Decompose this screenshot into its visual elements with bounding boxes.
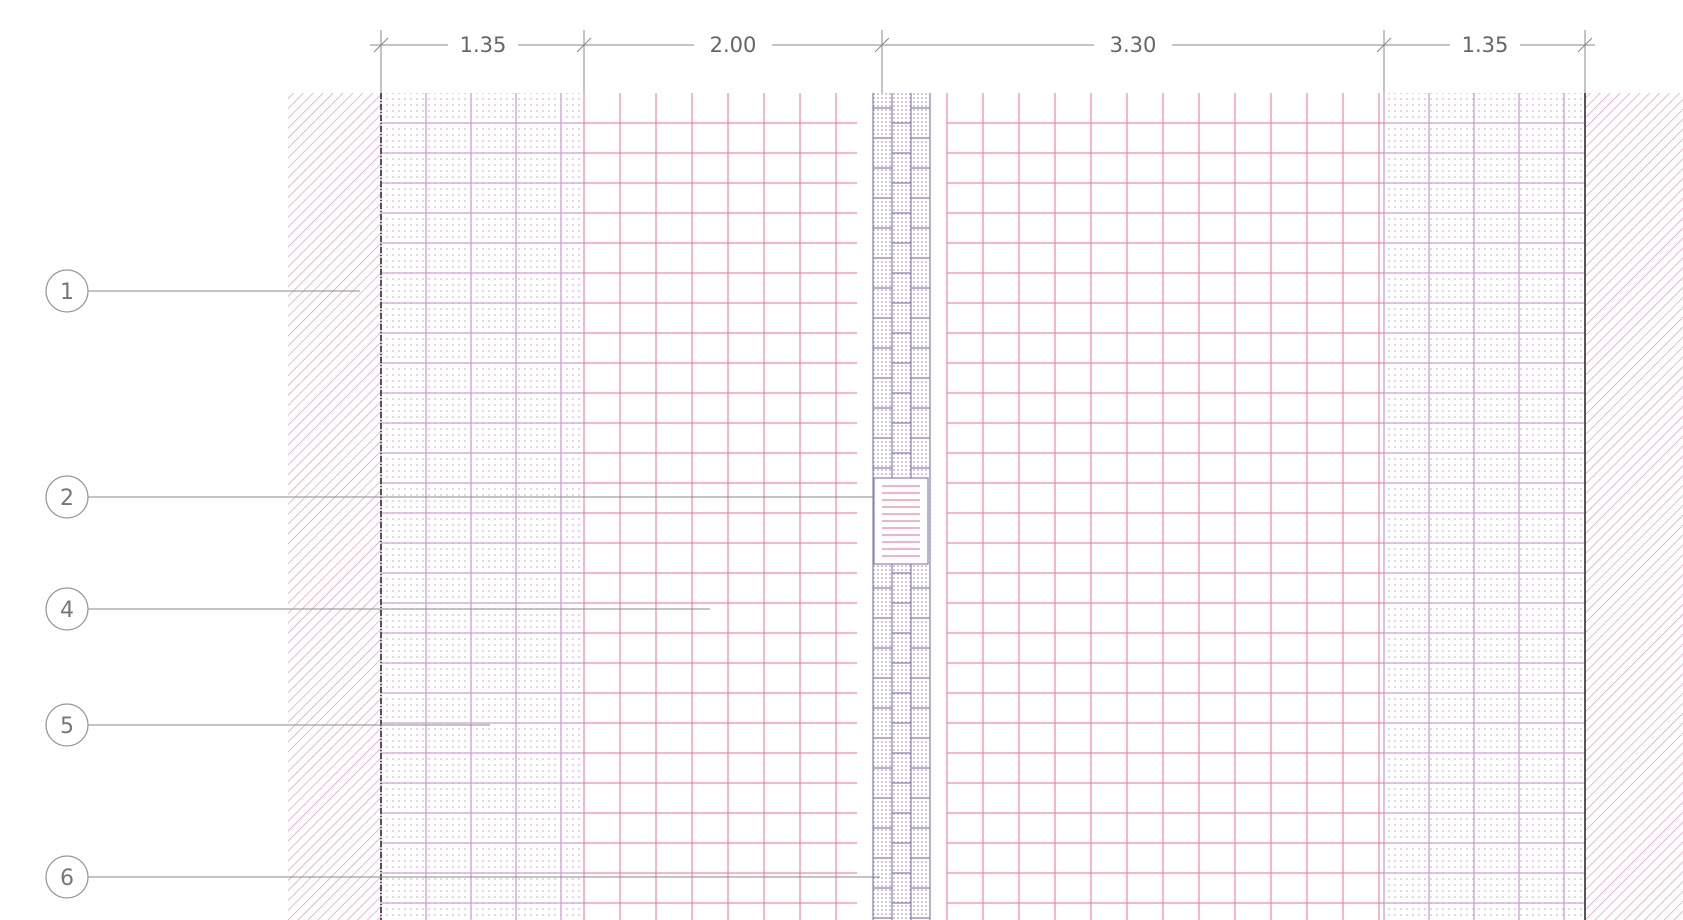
- callout-number: 4: [60, 598, 74, 623]
- dimension-label: 3.30: [1110, 33, 1157, 57]
- callout-number: 2: [60, 486, 74, 511]
- dimension-label: 2.00: [710, 33, 757, 57]
- central-kerb-channel: [872, 93, 931, 920]
- dimension-line: [370, 30, 1595, 93]
- right-wall-hatch: [1585, 93, 1683, 920]
- callout-number: 6: [60, 866, 74, 891]
- callout-6: 6: [45, 855, 89, 899]
- left-paving-grid: [583, 93, 857, 920]
- callout-4: 4: [45, 587, 89, 631]
- right-paving-grid: [946, 93, 1384, 920]
- callout-leaders: [88, 290, 880, 878]
- callout-number: 5: [60, 714, 74, 739]
- callout-number: 1: [60, 280, 74, 305]
- dimension-label: 1.35: [460, 33, 507, 57]
- dimension-label: 1.35: [1462, 33, 1509, 57]
- callout-1: 1: [45, 269, 89, 313]
- callout-5: 5: [45, 703, 89, 747]
- right-tile-strip: [1383, 93, 1585, 920]
- left-wall-hatch: [288, 93, 381, 920]
- left-tile-strip: [380, 93, 584, 920]
- callout-2: 2: [45, 475, 89, 519]
